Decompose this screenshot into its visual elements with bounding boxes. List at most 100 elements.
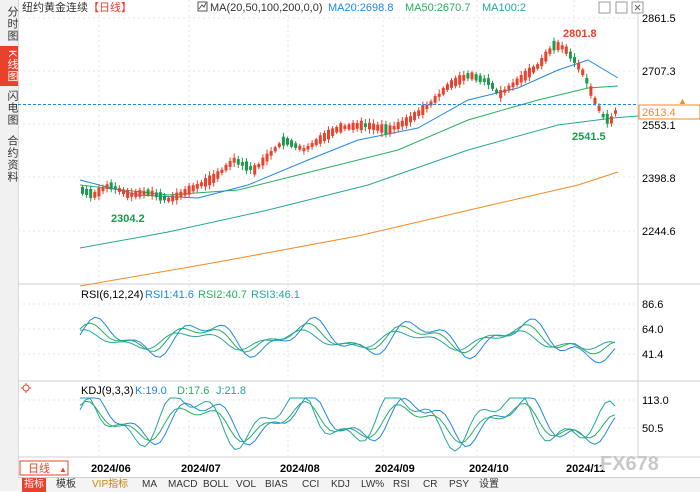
candle xyxy=(532,66,535,73)
restore-button[interactable] xyxy=(615,1,628,14)
kdj-j-value: J:21.8 xyxy=(216,385,246,397)
candle xyxy=(601,113,605,118)
current-price-label: 2613.4 xyxy=(642,107,676,119)
kdj-j-line xyxy=(80,397,616,452)
candle xyxy=(265,153,269,162)
period-selector[interactable] xyxy=(19,460,69,476)
candle xyxy=(277,143,281,147)
time-label: 2024/08 xyxy=(280,463,320,475)
candle xyxy=(224,164,228,171)
candle xyxy=(335,126,339,133)
candle xyxy=(154,192,158,198)
candle xyxy=(605,113,609,124)
candle xyxy=(458,75,462,85)
ma50-value: MA50:2670.7 xyxy=(405,2,470,14)
ma100-value: MA100:2 xyxy=(482,2,526,14)
candle xyxy=(286,138,289,145)
fullscreen-button[interactable] xyxy=(598,1,611,14)
candle xyxy=(228,161,232,167)
candle xyxy=(609,116,613,124)
candle xyxy=(89,188,93,199)
tab-flash-chart[interactable]: 闪电图 xyxy=(6,90,18,126)
candle xyxy=(179,191,183,197)
candle xyxy=(122,189,125,195)
ma-settings-icon-glyph xyxy=(198,2,207,10)
toolbar-lw[interactable]: LW% xyxy=(361,479,385,490)
candle xyxy=(331,128,335,136)
candle xyxy=(433,96,437,103)
ma200-line xyxy=(79,171,619,287)
ma-params: MA(20,50,100,200,0,0) xyxy=(210,2,323,14)
candle xyxy=(372,123,376,130)
candle xyxy=(577,62,581,70)
indicator-toolbar: 指标 模板 VIP指标 MA MACD BOLL VOL BIAS CCI KD… xyxy=(18,477,700,492)
candle xyxy=(199,182,203,187)
candle xyxy=(540,58,544,67)
settings-gear-icon[interactable] xyxy=(21,383,31,393)
candle xyxy=(589,86,593,96)
candle xyxy=(318,135,322,144)
ma100-line xyxy=(79,115,639,249)
candle xyxy=(429,101,433,106)
toolbar-settings[interactable]: 设置 xyxy=(479,479,499,490)
candle xyxy=(322,132,326,142)
price-tick: 2398.8 xyxy=(642,173,676,185)
candle xyxy=(171,195,175,202)
toolbar-cci[interactable]: CCI xyxy=(302,479,320,490)
period-selector-label: 日线 xyxy=(28,461,50,475)
kdj-d-value: D:17.6 xyxy=(177,385,209,397)
toolbar-templates[interactable]: 模板 xyxy=(56,479,76,490)
recent-low-label: 2541.5 xyxy=(572,131,606,143)
tab-kline[interactable]: K线图 xyxy=(0,46,18,86)
toolbar-psy[interactable]: PSY xyxy=(449,479,470,490)
kline-chart[interactable]: 纽约黄金连续 【日线】 MA(20,50,100,200,0,0) MA20:2… xyxy=(18,0,700,477)
candle xyxy=(511,82,515,88)
rsi3-line xyxy=(79,329,616,351)
candle xyxy=(310,143,314,147)
candle xyxy=(515,78,519,86)
toolbar-vip-indicators[interactable]: VIP指标 xyxy=(92,479,129,490)
toolbar-kdj[interactable]: KDJ xyxy=(331,479,350,490)
current-price-badge xyxy=(638,104,700,120)
period-label[interactable]: 【日线】 xyxy=(88,0,132,14)
candle xyxy=(204,178,207,187)
candle xyxy=(548,48,552,54)
candle xyxy=(81,186,84,194)
price-tick: 2861.5 xyxy=(642,13,676,25)
toolbar-macd[interactable]: MACD xyxy=(168,479,198,490)
candle xyxy=(327,129,330,140)
candle xyxy=(163,195,166,201)
toolbar-cr[interactable]: CR xyxy=(423,479,438,490)
tab-contract-info[interactable]: 合约资料 xyxy=(6,135,18,183)
tab-timeshare[interactable]: 分时图 xyxy=(6,6,18,42)
candle xyxy=(290,140,294,147)
candle xyxy=(470,72,474,80)
candle xyxy=(339,123,343,133)
candle xyxy=(257,164,261,168)
rsi1-line xyxy=(79,316,616,364)
toolbar-boll[interactable]: BOLL xyxy=(203,479,229,490)
candle xyxy=(417,110,421,116)
toolbar-vol[interactable]: VOL xyxy=(236,479,257,490)
candle xyxy=(195,183,199,189)
candle xyxy=(261,157,265,166)
candle xyxy=(183,189,187,196)
candle xyxy=(527,67,531,78)
scroll-up-icon[interactable]: ▲ xyxy=(678,96,687,106)
candle xyxy=(97,187,101,197)
candle xyxy=(363,123,367,128)
candle xyxy=(281,136,285,146)
rsi-title: RSI(6,12,24) xyxy=(81,289,143,301)
candle xyxy=(404,117,408,126)
candle xyxy=(536,64,540,69)
candle xyxy=(245,161,248,171)
toolbar-ma[interactable]: MA xyxy=(142,479,157,490)
kdj-title: KDJ(9,3,3) xyxy=(81,385,134,397)
candle xyxy=(544,51,548,62)
toolbar-rsi[interactable]: RSI xyxy=(393,479,410,490)
candle xyxy=(359,120,363,131)
toolbar-indicators[interactable]: 指标 xyxy=(22,478,46,492)
ma-settings-icon[interactable] xyxy=(197,1,208,12)
toolbar-bias[interactable]: BIAS xyxy=(265,479,288,490)
candle xyxy=(552,40,556,51)
